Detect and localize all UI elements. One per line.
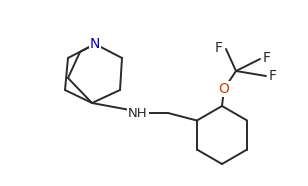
Text: F: F [263, 51, 271, 65]
Text: NH: NH [128, 107, 148, 119]
Text: F: F [215, 41, 223, 55]
Text: N: N [90, 37, 100, 51]
Text: O: O [219, 82, 229, 96]
Text: F: F [269, 69, 277, 83]
